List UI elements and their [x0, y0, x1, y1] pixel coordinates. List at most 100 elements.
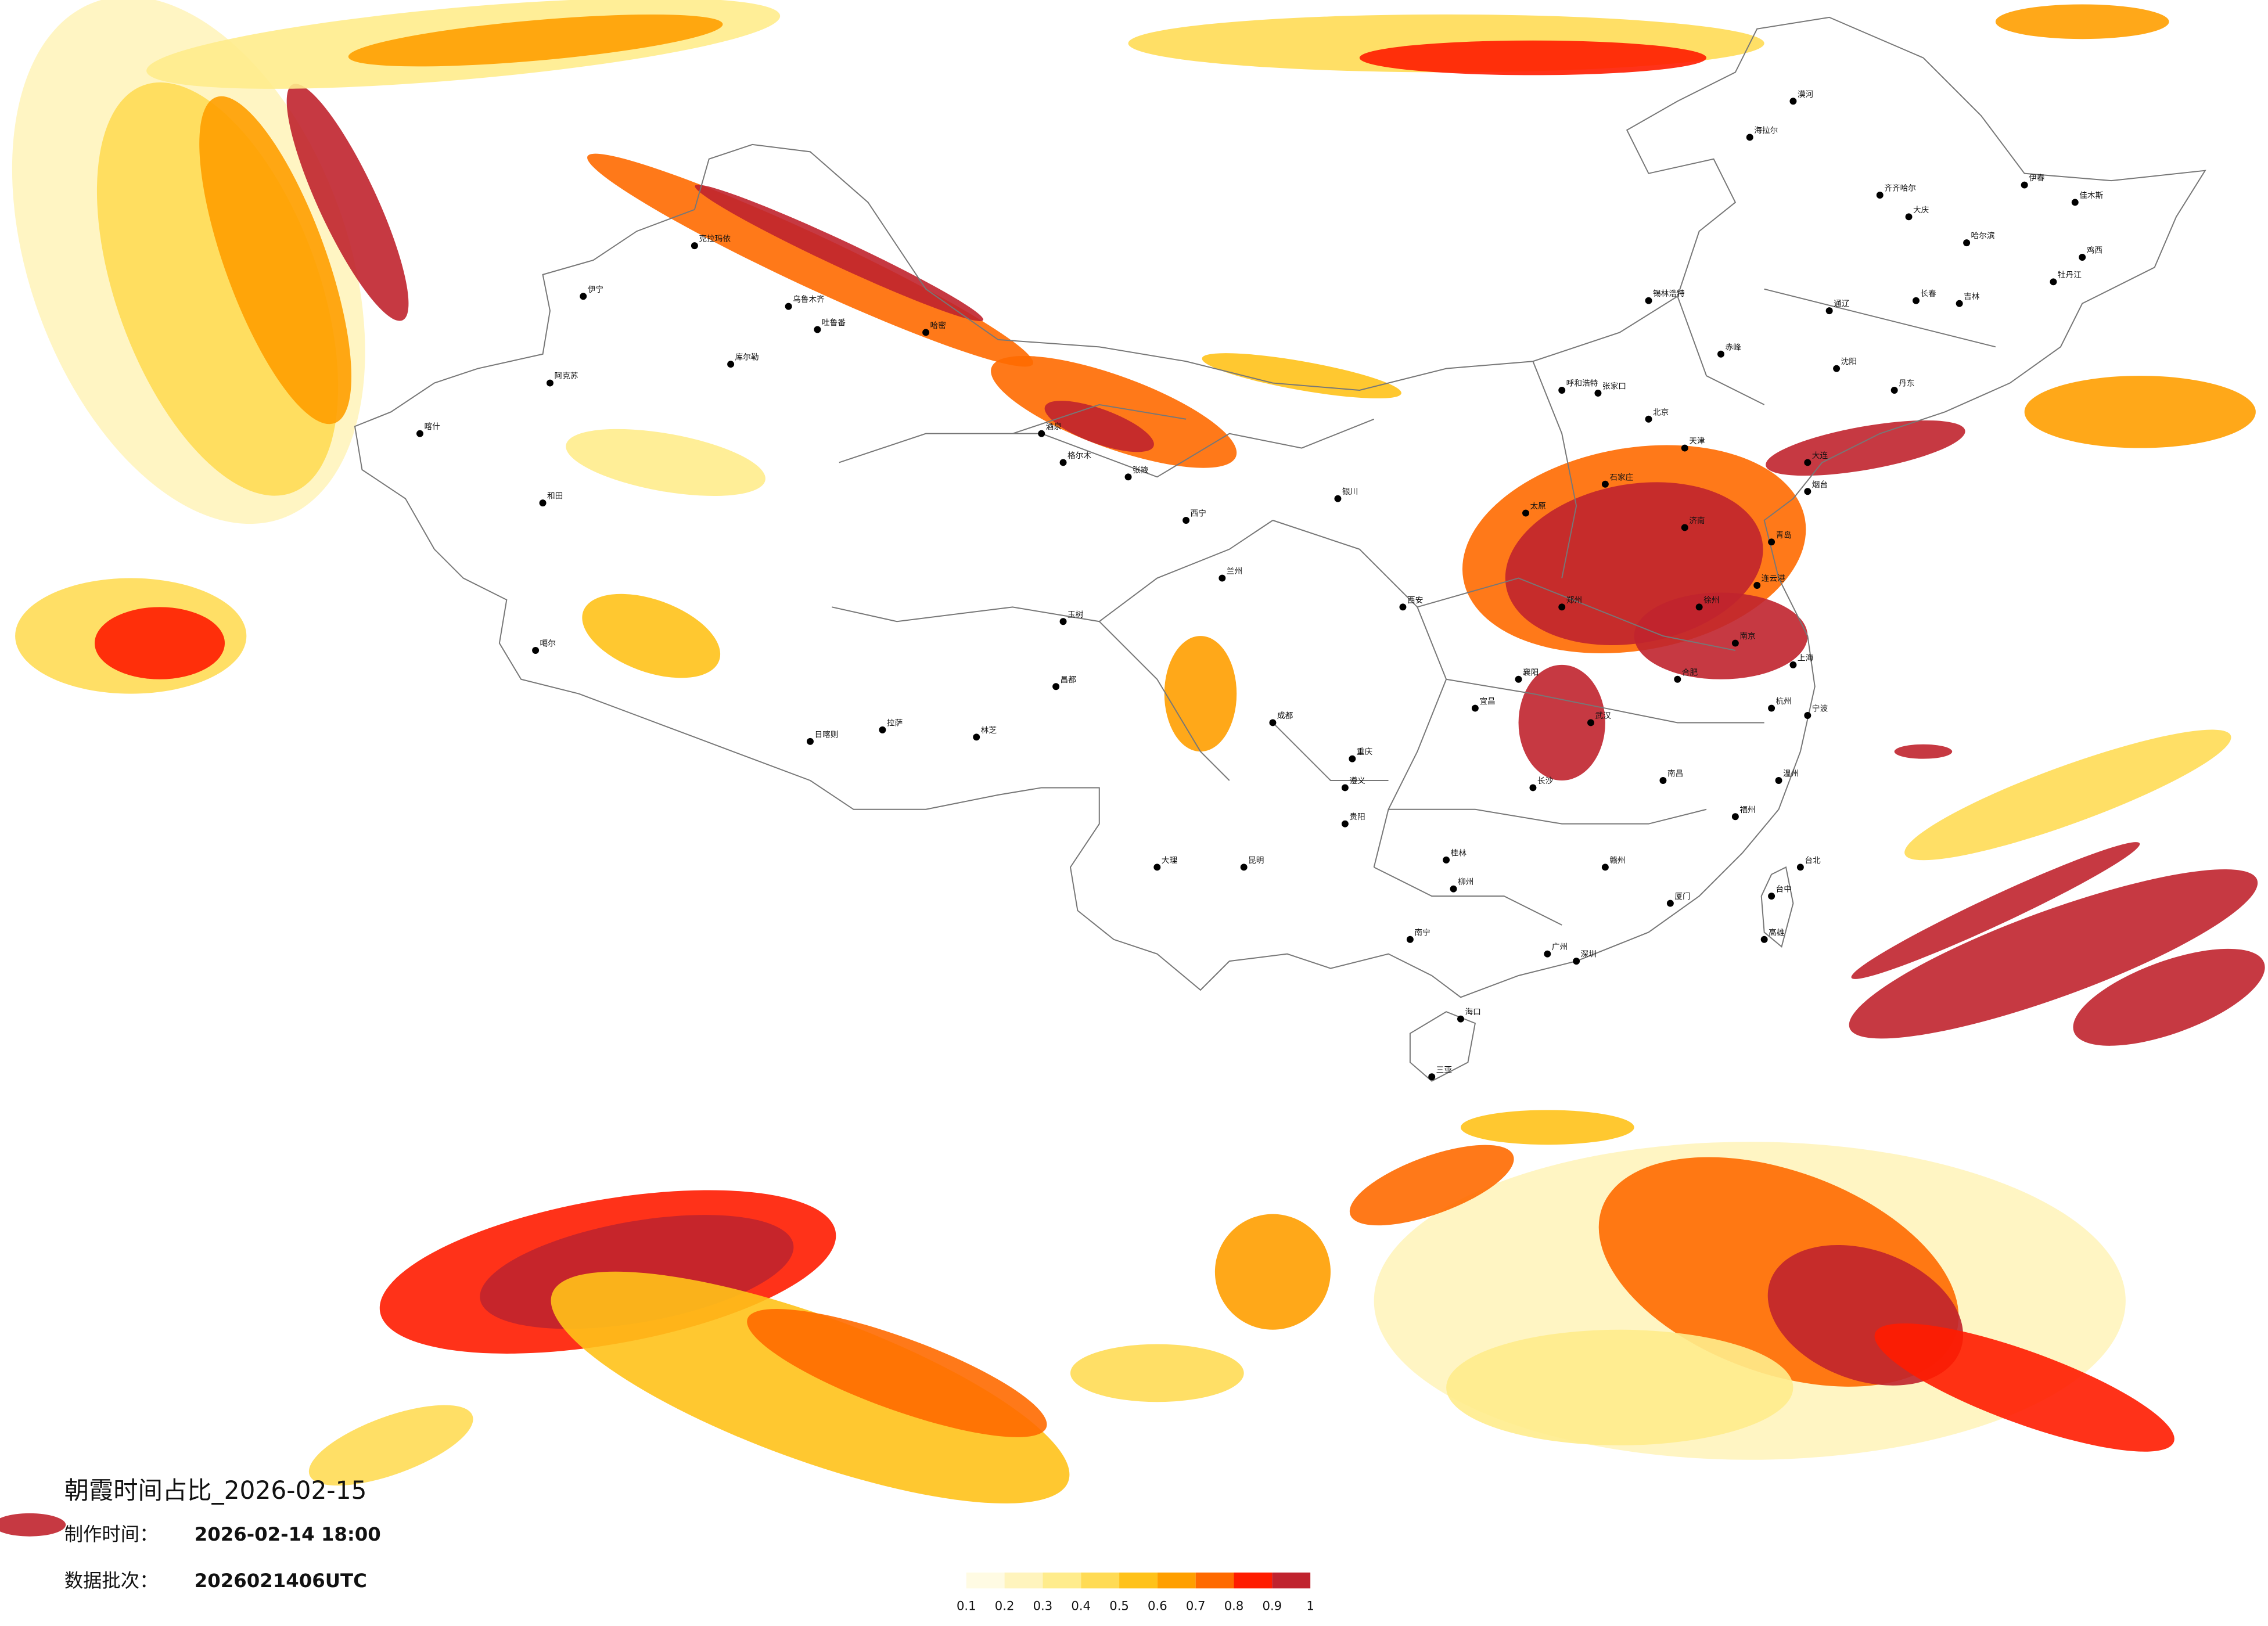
city-label: 长春: [1920, 289, 1936, 298]
legend-swatch: [1043, 1572, 1081, 1589]
heat-patch: [1070, 1344, 1244, 1402]
city-dot: [1768, 893, 1775, 900]
city-label: 广州: [1552, 942, 1568, 952]
city-dot: [1768, 538, 1775, 546]
city-dot: [1182, 517, 1190, 524]
city-dot: [1963, 239, 1971, 247]
city-label: 台中: [1776, 885, 1792, 894]
heat-patch: [1446, 1329, 1793, 1445]
city-label: 杭州: [1776, 697, 1792, 706]
city-dot: [1153, 864, 1161, 871]
city-label: 宜昌: [1479, 697, 1495, 706]
city-dot: [1594, 390, 1602, 397]
city-dot: [1731, 813, 1739, 821]
city-dot: [727, 361, 735, 368]
city-label: 三亚: [1436, 1066, 1453, 1075]
city-dot: [1789, 661, 1797, 668]
legend-swatch: [1004, 1572, 1043, 1589]
heat-patch: [1164, 636, 1237, 752]
city-dot: [2021, 181, 2028, 189]
city-dot: [1753, 582, 1761, 589]
city-dot: [1833, 365, 1841, 372]
city-dot: [1219, 574, 1226, 582]
city-label: 张掖: [1133, 466, 1149, 475]
city-label: 襄阳: [1523, 668, 1539, 677]
city-label: 海口: [1465, 1008, 1480, 1017]
legend-swatch: [1157, 1572, 1196, 1589]
legend-tick-label: 0.1: [957, 1599, 976, 1613]
city-label: 成都: [1277, 711, 1293, 721]
city-label: 遵义: [1349, 776, 1365, 786]
city-label: 上海: [1798, 653, 1814, 663]
city-dot: [1760, 936, 1768, 943]
city-dot: [1905, 213, 1913, 221]
city-dot: [416, 430, 423, 437]
title: 朝霞时间占比_2026-02-15: [64, 1476, 367, 1505]
city-dot: [1334, 495, 1342, 502]
city-dot: [1804, 712, 1811, 719]
city-label: 大理: [1162, 856, 1178, 865]
legend: 0.1 0.2 0.3 0.4 0.5 0.6 0.7 0.8 0.9 1: [957, 1572, 1314, 1613]
legend-swatch: [1272, 1572, 1311, 1589]
city-dot: [1471, 704, 1479, 712]
city-label: 银川: [1342, 487, 1358, 497]
city-label: 呼和浩特: [1566, 379, 1598, 388]
heat-patch: [308, 1405, 473, 1486]
city-label: 重庆: [1357, 747, 1373, 757]
legend-swatch: [1195, 1572, 1234, 1589]
city-label: 温州: [1783, 769, 1799, 779]
legend-swatch: [1119, 1572, 1158, 1589]
city-dot: [1059, 459, 1067, 466]
legend-tick-label: 1: [1306, 1599, 1314, 1613]
city-label: 徐州: [1703, 596, 1719, 605]
legend-tick-label: 0.2: [995, 1599, 1015, 1613]
heat-patch: [1904, 729, 2231, 861]
city-label: 哈密: [930, 321, 947, 330]
city-dot: [1399, 603, 1407, 611]
city-label: 阿克苏: [554, 372, 578, 381]
city-dot: [1457, 1015, 1464, 1023]
heat-patch: [199, 96, 352, 425]
city-label: 赣州: [1609, 856, 1625, 865]
city-label: 宁波: [1812, 704, 1828, 714]
city-label: 噶尔: [540, 639, 556, 649]
city-label: 天津: [1689, 437, 1705, 446]
province-lines: [832, 288, 1996, 926]
heat-patch: [1851, 842, 2140, 979]
heat-patch: [1518, 664, 1605, 780]
city-dot: [1956, 300, 1963, 307]
city-label: 吉林: [1964, 292, 1980, 301]
city-dot: [532, 647, 540, 654]
heat-patch: [695, 185, 984, 322]
city-dot: [1768, 704, 1775, 712]
heat-patch: [551, 1271, 1070, 1503]
city-label: 郑州: [1566, 596, 1582, 605]
city-dot: [1601, 864, 1609, 871]
city-label: 合肥: [1682, 668, 1698, 677]
city-label: 柳州: [1458, 877, 1473, 887]
city-label: 南宁: [1414, 927, 1430, 937]
heat-patch: [1349, 1145, 1514, 1226]
city-label: 锡林浩特: [1653, 289, 1685, 298]
city-dot: [973, 733, 980, 741]
city-label: 张家口: [1602, 382, 1626, 391]
heat-patch: [1634, 592, 1808, 679]
city-label: 克拉玛依: [699, 235, 731, 244]
city-label: 海拉尔: [1754, 126, 1778, 135]
city-dot: [1746, 134, 1753, 141]
city-dot: [1645, 415, 1652, 423]
city-label: 青岛: [1776, 531, 1792, 540]
city-label: 深圳: [1581, 950, 1597, 959]
city-label: 牡丹江: [2058, 271, 2082, 280]
legend-tick-label: 0.3: [1033, 1599, 1053, 1613]
batch: 2026021406UTC: [195, 1570, 367, 1592]
city-label: 库尔勒: [735, 353, 759, 362]
heat-patch: [1894, 744, 1953, 759]
city-dot: [1052, 683, 1060, 690]
heat-patch: [1359, 40, 1707, 75]
heat-patch: [1849, 869, 2258, 1039]
made-time: 2026-02-14 18:00: [195, 1523, 381, 1545]
heat-patch: [1995, 4, 2169, 39]
